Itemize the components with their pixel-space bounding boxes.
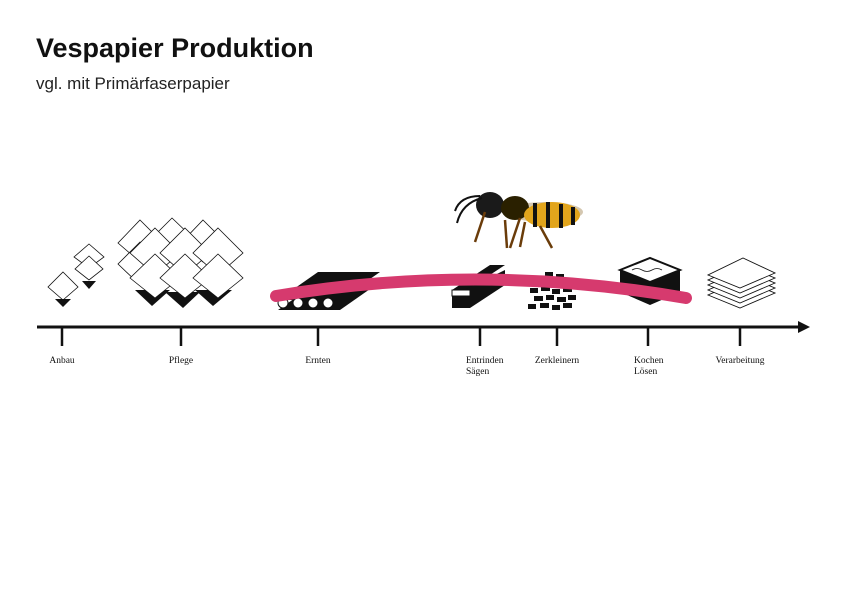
step-label: Kochen — [634, 356, 664, 366]
icons — [47, 192, 777, 310]
step-label: Ernten — [305, 356, 331, 366]
axis — [37, 321, 810, 333]
step-label: Pflege — [169, 355, 193, 366]
step-label: Zerkleinern — [535, 356, 580, 366]
step-label: Entrinden — [466, 356, 504, 366]
step-label: Anbau — [49, 356, 75, 366]
step-label: Sägen — [466, 367, 489, 377]
step-label: Verarbeitung — [715, 356, 764, 366]
title: Vespapier Produktion — [36, 33, 314, 63]
subtitle: vgl. mit Primärfaserpapier — [36, 74, 230, 93]
step-label: Lösen — [634, 367, 657, 377]
